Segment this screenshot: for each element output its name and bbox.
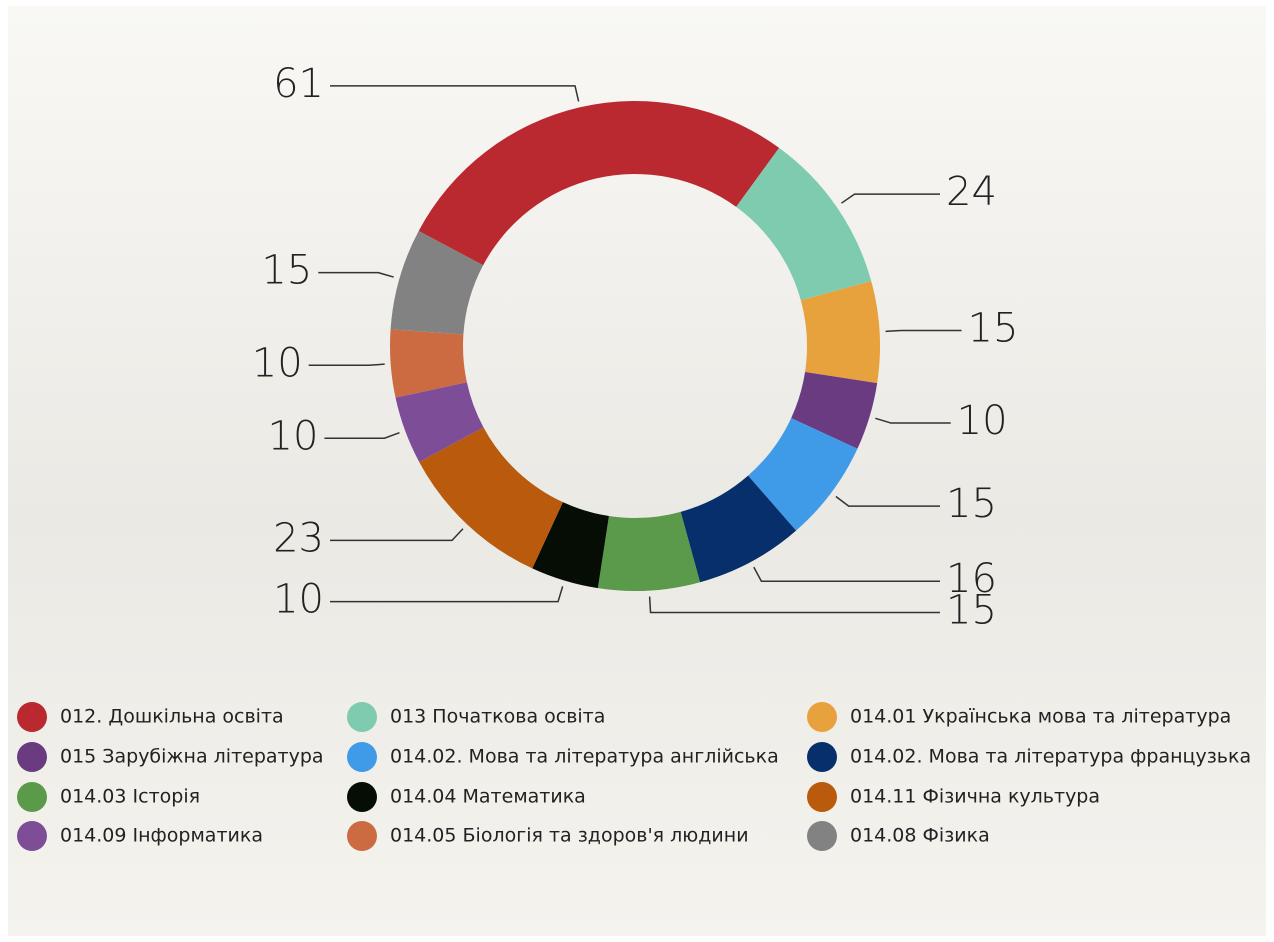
legend-label: 015 Зарубіжна література [60,746,324,768]
data-label: 15 [968,305,1019,351]
data-label: 10 [957,398,1008,444]
legend-label: 014.05 Біологія та здоров'я людини [390,825,749,847]
legend-swatch [17,702,47,732]
legend-swatch [17,742,47,772]
leader-line [318,271,394,278]
leader-line [885,329,962,333]
legend-label: 014.09 Інформатика [60,825,263,847]
leader-line [648,596,940,614]
leader-line [324,432,400,440]
data-label: 10 [268,413,319,459]
legend-label: 014.02. Мова та література англійська [390,746,779,768]
donut-segment [736,147,872,301]
legend-label: 014.03 Історія [60,786,200,808]
donut-segment [597,511,701,591]
leader-line [330,586,564,603]
legend-label: 012. Дошкільна освіта [60,706,284,728]
legend-swatch [347,821,377,851]
legend-swatch [807,702,837,732]
legend-swatch [807,821,837,851]
data-label: 23 [273,515,324,561]
donut-segment [418,101,780,266]
leader-line [840,193,940,204]
donut-segment [791,372,878,449]
donut-segment [800,280,880,384]
leader-line [753,566,940,582]
data-label: 15 [261,248,312,294]
legend-label: 014.01 Українська мова та література [850,706,1231,728]
leader-line [330,85,580,102]
donut-segment [389,329,467,398]
legend-swatch [17,821,47,851]
legend-label: 014.08 Фізика [850,825,990,847]
leader-line [875,417,951,424]
legend-swatch [347,742,377,772]
legend-label: 014.02. Мова та література французька [850,746,1251,768]
leader-line [835,495,940,507]
legend-label: 013 Початкова освіта [390,706,605,728]
data-label: 10 [252,340,303,386]
data-label: 15 [946,588,997,634]
leader-line [330,528,464,542]
data-label: 15 [946,481,997,527]
data-label: 61 [273,61,324,107]
donut-segment [419,427,563,569]
donut-segment [390,230,484,335]
donut-segment [532,502,609,589]
legend-swatch [347,782,377,812]
legend-label: 014.04 Математика [390,786,586,808]
legend-label: 014.11 Фізична культура [850,786,1100,808]
data-label: 16 [946,556,997,602]
legend-swatch [17,782,47,812]
legend-swatch [347,702,377,732]
donut-segment [680,475,797,583]
legend-swatch [807,742,837,772]
leader-line [308,363,385,367]
donut-segment [748,418,858,531]
data-label: 10 [273,577,324,623]
donut-segment [395,382,484,462]
data-label: 24 [946,169,997,215]
legend-swatch [807,782,837,812]
